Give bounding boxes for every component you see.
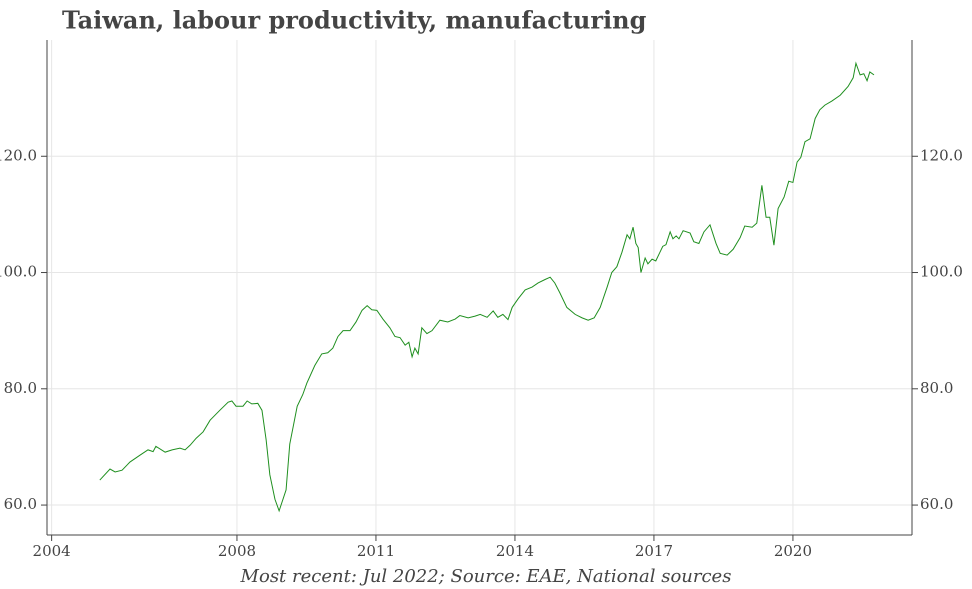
y-tick-label: 80.0 — [4, 379, 37, 397]
y2-tick-label: 100.0 — [920, 263, 963, 281]
y-tick-label: 60.0 — [4, 495, 37, 513]
x-tick-label: 2008 — [218, 542, 256, 560]
y-tick-label: 120.0 — [0, 146, 37, 164]
footnote: Most recent: Jul 2022; Source: EAE, Nati… — [240, 566, 732, 587]
y-tick-label: 100.0 — [0, 263, 37, 281]
y2-tick-label: 80.0 — [920, 379, 953, 397]
x-tick-label: 2011 — [357, 542, 395, 560]
y2-tick-label: 120.0 — [920, 146, 963, 164]
x-tick-label: 2014 — [496, 542, 534, 560]
x-tick-label: 2004 — [33, 542, 71, 560]
x-tick-label: 2020 — [774, 542, 812, 560]
y2-tick-label: 60.0 — [920, 495, 953, 513]
x-tick-label: 2017 — [635, 542, 673, 560]
data-line — [99, 61, 875, 513]
chart-title: Taiwan, labour productivity, manufacturi… — [62, 6, 647, 35]
